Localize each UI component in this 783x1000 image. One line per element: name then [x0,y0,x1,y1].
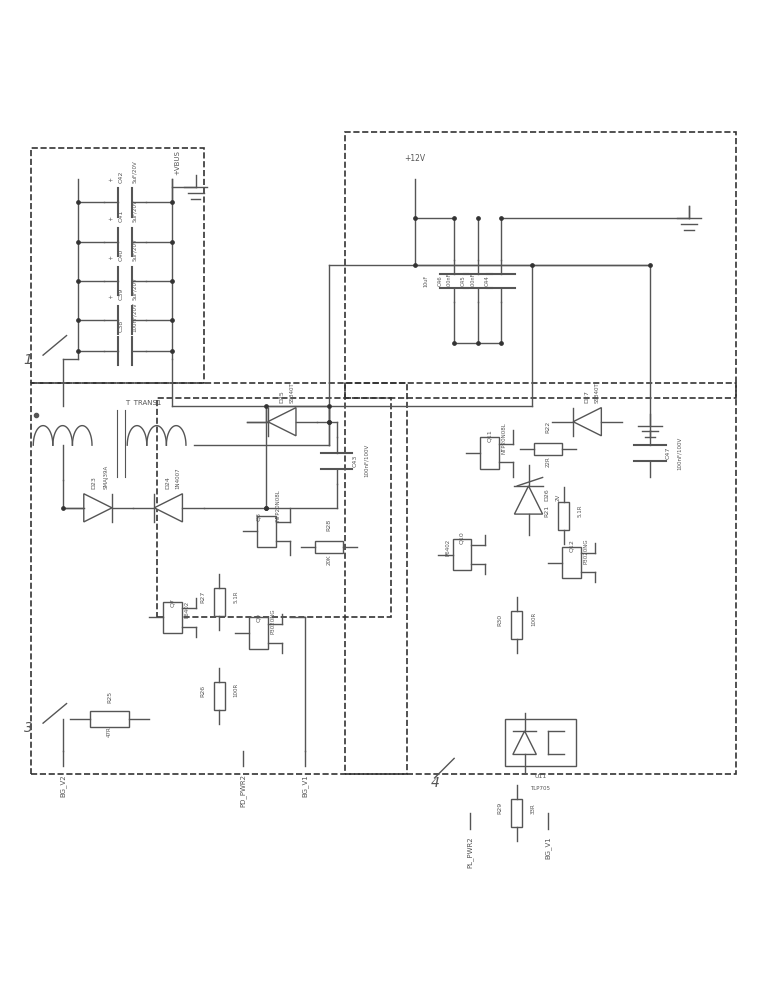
Text: 33R: 33R [531,803,536,814]
Text: C44: C44 [485,275,489,286]
Text: P6402: P6402 [446,539,450,556]
Text: +12V: +12V [405,154,425,163]
Text: 100nF/20V: 100nF/20V [132,302,137,332]
Text: 5.1R: 5.1R [233,590,238,603]
Text: C47: C47 [666,447,670,459]
Text: C39: C39 [119,288,124,300]
Bar [163,602,182,633]
Text: +VBUS: +VBUS [174,150,180,175]
Text: +: + [107,217,113,222]
Text: C40: C40 [119,249,124,261]
Text: 100R: 100R [233,682,238,697]
Text: R25: R25 [107,691,112,703]
Bar [511,611,522,639]
Polygon shape [84,494,112,522]
Text: 22R: 22R [546,457,550,467]
Bar [505,719,576,766]
Text: NTP20N08L: NTP20N08L [501,422,506,454]
Text: Q12: Q12 [569,539,574,552]
Text: 3: 3 [23,721,32,735]
Text: 100nF: 100nF [447,273,452,288]
Text: 5uF/20V: 5uF/20V [132,238,137,261]
Text: P3020NG: P3020NG [583,538,588,564]
Text: BG_V1: BG_V1 [545,837,551,859]
Text: Q9: Q9 [256,613,261,622]
Text: 20K: 20K [327,555,331,565]
Text: R28: R28 [327,519,331,531]
Text: 5uF/20V: 5uF/20V [132,278,137,300]
Polygon shape [514,486,543,514]
Text: D27: D27 [585,390,590,403]
Text: SMAJ39A: SMAJ39A [103,465,108,489]
Text: 5uF/20V: 5uF/20V [132,199,137,222]
Text: P3020NG: P3020NG [270,608,275,634]
Bar [562,547,581,578]
Text: 4: 4 [431,776,439,790]
Bar [558,502,569,530]
Text: PL_PWR2: PL_PWR2 [467,837,473,868]
Text: PD_PWR2: PD_PWR2 [240,774,246,807]
Text: C46: C46 [438,275,442,286]
Bar [315,541,343,553]
Text: Q10: Q10 [460,531,464,544]
Text: 1: 1 [23,353,32,367]
Text: 100nF/100V: 100nF/100V [364,444,369,477]
Bar [480,437,499,469]
Text: D26: D26 [544,488,549,501]
Text: SS340T: SS340T [595,382,600,403]
Text: R21: R21 [545,505,550,517]
Text: D23: D23 [92,476,96,489]
Text: BG_V2: BG_V2 [60,774,66,797]
Text: Q11: Q11 [487,430,492,442]
Text: R29: R29 [498,802,503,814]
Text: 100R: 100R [531,612,536,626]
Text: T  TRANS1: T TRANS1 [125,400,161,406]
Text: BG_V1: BG_V1 [302,774,309,797]
Bar [453,539,471,570]
Text: D25: D25 [280,390,284,403]
Text: D24: D24 [166,476,171,489]
Text: C38: C38 [119,319,124,332]
Text: R26: R26 [200,685,205,697]
Text: R30: R30 [498,614,503,626]
Text: NTP20N08L: NTP20N08L [276,489,280,521]
Text: 10uF: 10uF [424,275,428,287]
Text: U11: U11 [534,774,547,779]
Text: C43: C43 [352,455,357,467]
Polygon shape [154,494,182,522]
Bar [90,711,129,727]
Bar [214,682,225,710]
Bar [214,588,225,616]
Text: +: + [107,178,113,183]
Text: R22: R22 [546,421,550,433]
Text: 1N4007: 1N4007 [175,468,180,489]
Text: 100nF: 100nF [471,273,475,288]
Text: P6402: P6402 [184,601,189,618]
Text: 2V: 2V [556,494,561,501]
Text: 47R: 47R [107,727,112,737]
Text: 5.1R: 5.1R [578,504,583,517]
Polygon shape [573,408,601,436]
Text: +: + [107,256,113,261]
Text: C41: C41 [119,210,124,222]
Bar [534,443,562,455]
Text: TLP705: TLP705 [530,786,550,791]
Bar [257,516,276,547]
Text: SS340T: SS340T [290,382,294,403]
Text: Q8: Q8 [256,512,261,521]
Text: +: + [107,295,113,300]
Polygon shape [268,408,296,436]
Bar [511,799,522,827]
Polygon shape [513,731,536,754]
Bar [249,617,268,649]
Text: 5uF/20V: 5uF/20V [132,160,137,183]
Text: 100nF/100V: 100nF/100V [677,436,682,470]
Text: C42: C42 [119,171,124,183]
Text: C45: C45 [461,275,466,286]
Text: Q7: Q7 [170,598,175,607]
Text: R27: R27 [200,591,205,603]
